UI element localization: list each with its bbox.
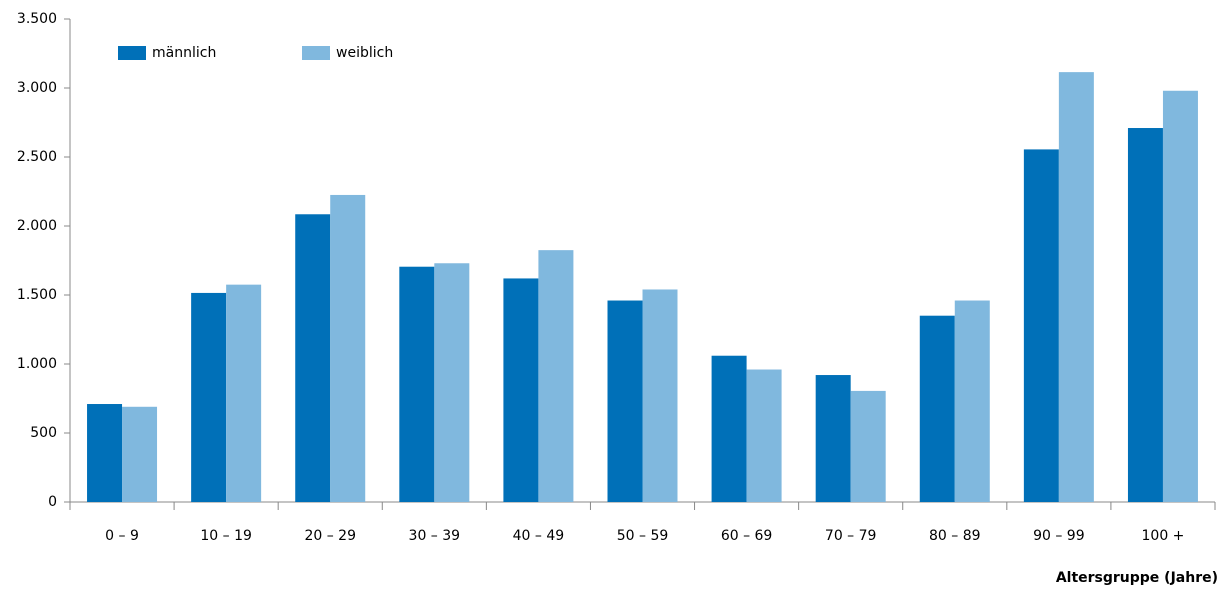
x-tick-label: 50 – 59: [617, 528, 669, 544]
x-tick-label: 70 – 79: [825, 528, 877, 544]
bar: [191, 292, 227, 502]
bar: [954, 300, 990, 502]
x-tick-label: 90 – 99: [1033, 528, 1085, 544]
bar: [330, 194, 366, 502]
bar: [1162, 90, 1198, 502]
x-tick-label: 0 – 9: [105, 528, 139, 544]
bar: [538, 250, 574, 502]
y-tick-label: 2.500: [17, 149, 57, 165]
bar: [1023, 149, 1059, 502]
bar: [434, 263, 470, 502]
x-tick-label: 100 +: [1142, 528, 1185, 544]
x-tick-label: 80 – 89: [929, 528, 981, 544]
legend-label: männlich: [152, 45, 216, 61]
bar: [399, 266, 435, 502]
legend-swatch: [118, 46, 146, 60]
bar: [122, 406, 158, 502]
bar: [295, 214, 331, 502]
bar: [607, 300, 643, 502]
bar: [850, 390, 886, 502]
y-tick-label: 3.500: [17, 11, 57, 27]
x-tick-label: 60 – 69: [721, 528, 773, 544]
y-tick-label: 0: [48, 494, 57, 510]
legend-swatch: [302, 46, 330, 60]
bar: [1058, 72, 1094, 502]
bar: [226, 284, 262, 502]
x-tick-label: 20 – 29: [304, 528, 356, 544]
x-tick-label: 30 – 39: [409, 528, 461, 544]
y-tick-label: 2.000: [17, 218, 57, 234]
y-tick-label: 1.500: [17, 287, 57, 303]
x-tick-label: 10 – 19: [200, 528, 252, 544]
x-tick-label: 40 – 49: [513, 528, 565, 544]
bar: [815, 375, 851, 502]
bar: [642, 289, 678, 502]
legend-label: weiblich: [336, 45, 393, 61]
bar: [711, 355, 747, 502]
x-axis-title: Altersgruppe (Jahre): [1056, 570, 1218, 586]
bar: [1127, 128, 1163, 502]
bar: [503, 278, 539, 502]
y-tick-label: 1.000: [17, 356, 57, 372]
y-tick-label: 3.000: [17, 80, 57, 96]
bar: [746, 369, 782, 502]
bar: [87, 404, 123, 502]
bar: [919, 315, 955, 502]
y-tick-label: 500: [30, 425, 57, 441]
